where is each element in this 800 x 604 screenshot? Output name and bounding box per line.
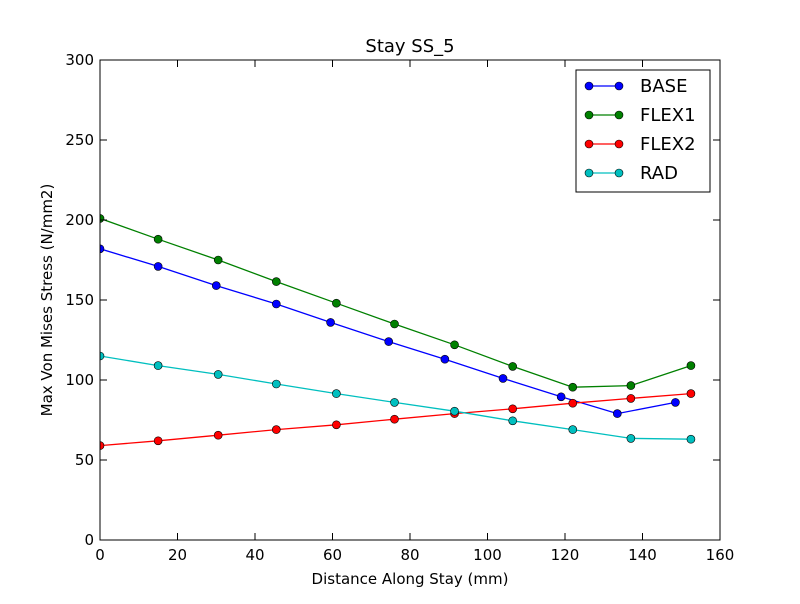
- legend-label: BASE: [640, 76, 687, 97]
- data-point-flex1: [272, 277, 281, 286]
- x-tick-label: 60: [323, 546, 342, 564]
- data-point-rad: [272, 379, 281, 389]
- data-point-base: [153, 262, 163, 271]
- data-point-flex2: [568, 398, 578, 408]
- legend-label: FLEX1: [640, 105, 696, 126]
- legend-label: FLEX2: [640, 134, 696, 155]
- series-group: [100, 214, 696, 450]
- legend-marker: [584, 139, 594, 149]
- legend-marker: [584, 110, 594, 120]
- y-tick-label: 0: [84, 531, 94, 549]
- x-tick-label: 40: [245, 546, 264, 564]
- y-axis-label: Max Von Mises Stress (N/mm2): [38, 184, 56, 417]
- x-tick-label: 0: [95, 546, 105, 564]
- data-point-flex1: [508, 362, 517, 371]
- data-point-flex2: [213, 430, 223, 440]
- series-markers-rad: [100, 351, 696, 444]
- x-tick-label: 160: [706, 546, 735, 564]
- data-point-rad: [686, 434, 696, 444]
- x-tick-label: 120: [551, 546, 580, 564]
- data-point-base: [498, 374, 508, 383]
- data-point-flex1: [213, 255, 223, 265]
- legend-marker: [614, 168, 624, 178]
- legend-marker: [614, 139, 624, 149]
- data-point-rad: [626, 434, 636, 443]
- legend: BASE FLEX1 FLEX2 RAD: [575, 69, 711, 193]
- data-point-rad: [332, 389, 341, 398]
- data-point-flex2: [686, 389, 696, 398]
- chart-title: Stay SS_5: [365, 36, 454, 57]
- plot-area: 0 20 40 60 80 100 120 140 160 0 50 100 150 200 250 300: [65, 51, 734, 564]
- data-point-flex1: [390, 319, 399, 329]
- legend-marker: [584, 81, 594, 91]
- y-tick-label: 250: [65, 131, 94, 149]
- data-point-base: [100, 244, 105, 254]
- data-point-base: [384, 337, 393, 346]
- legend-entry-flex2: FLEX2: [584, 134, 696, 155]
- data-point-flex2: [508, 404, 517, 414]
- legend-marker: [584, 168, 594, 178]
- data-point-rad: [100, 351, 105, 361]
- data-point-base: [613, 409, 622, 418]
- data-point-flex2: [100, 441, 105, 450]
- data-point-rad: [153, 361, 163, 370]
- x-tick-label: 140: [628, 546, 657, 564]
- legend-entry-base: BASE: [584, 76, 687, 97]
- y-tick-label: 200: [65, 211, 94, 229]
- y-tick-label: 150: [65, 291, 94, 309]
- data-point-flex1: [568, 382, 578, 392]
- data-point-flex2: [153, 436, 163, 446]
- series-markers-flex1: [100, 214, 696, 392]
- data-point-base: [671, 398, 680, 407]
- data-point-flex2: [332, 420, 341, 430]
- data-point-flex1: [153, 234, 163, 244]
- y-tick-label: 50: [75, 451, 94, 469]
- data-point-flex1: [626, 381, 636, 390]
- legend-marker: [614, 110, 624, 120]
- data-point-rad: [450, 406, 459, 416]
- data-point-flex2: [390, 414, 399, 424]
- x-axis-label: Distance Along Stay (mm): [312, 570, 509, 588]
- data-point-rad: [390, 398, 399, 407]
- data-point-flex1: [686, 361, 696, 370]
- data-point-base: [326, 318, 335, 327]
- data-point-base: [211, 281, 221, 290]
- data-point-flex2: [272, 425, 281, 434]
- x-tick-label: 20: [168, 546, 187, 564]
- x-tick-label: 80: [400, 546, 419, 564]
- y-tick-label: 100: [65, 371, 94, 389]
- series-markers-base: [100, 244, 680, 418]
- data-point-flex2: [626, 394, 636, 403]
- data-point-base: [556, 392, 566, 402]
- data-point-flex1: [332, 298, 341, 308]
- data-point-rad: [213, 370, 223, 379]
- data-point-flex1: [450, 340, 459, 350]
- legend-marker: [614, 81, 624, 91]
- legend-box: [575, 69, 711, 193]
- y-tick-label: 300: [65, 51, 94, 69]
- legend-entry-flex1: FLEX1: [584, 105, 696, 126]
- x-tick-label: 100: [473, 546, 502, 564]
- legend-label: RAD: [640, 163, 678, 184]
- data-point-rad: [508, 416, 517, 426]
- legend-entry-rad: RAD: [584, 163, 678, 184]
- data-point-base: [272, 299, 281, 309]
- data-point-base: [440, 354, 450, 364]
- data-point-rad: [568, 425, 578, 434]
